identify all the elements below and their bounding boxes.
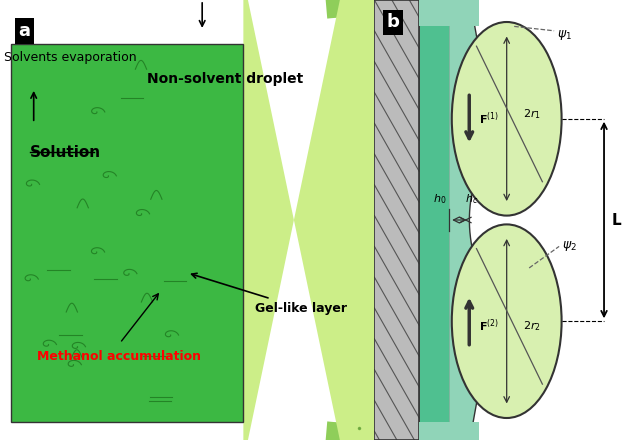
FancyBboxPatch shape: [374, 0, 419, 440]
Text: a: a: [19, 22, 31, 40]
Text: $\mathbf{F}^{(1)}$: $\mathbf{F}^{(1)}$: [479, 110, 499, 127]
Circle shape: [452, 224, 562, 418]
FancyBboxPatch shape: [11, 44, 243, 422]
Text: Solvents evaporation: Solvents evaporation: [4, 51, 137, 64]
Text: $\psi_1$: $\psi_1$: [557, 28, 572, 42]
Polygon shape: [449, 0, 485, 440]
Text: Non-solvent droplet: Non-solvent droplet: [147, 72, 303, 86]
Text: L: L: [612, 213, 621, 227]
FancyBboxPatch shape: [419, 0, 449, 440]
Text: $2r_2$: $2r_2$: [523, 319, 541, 333]
Circle shape: [452, 22, 562, 216]
Text: $\psi_2$: $\psi_2$: [562, 239, 577, 253]
Text: $\mathbf{F}^{(2)}$: $\mathbf{F}^{(2)}$: [479, 317, 499, 334]
Text: $h_0$: $h_0$: [432, 192, 446, 206]
Polygon shape: [324, 0, 550, 440]
Polygon shape: [243, 0, 550, 440]
Text: Solution: Solution: [30, 145, 101, 160]
Text: $2r_1$: $2r_1$: [523, 107, 541, 121]
FancyBboxPatch shape: [419, 0, 479, 26]
FancyBboxPatch shape: [419, 422, 479, 440]
Text: Gel-like layer: Gel-like layer: [192, 273, 346, 315]
Text: b: b: [387, 13, 400, 31]
Text: $h_c$: $h_c$: [466, 192, 479, 206]
Text: Methanol accumulation: Methanol accumulation: [37, 350, 202, 363]
